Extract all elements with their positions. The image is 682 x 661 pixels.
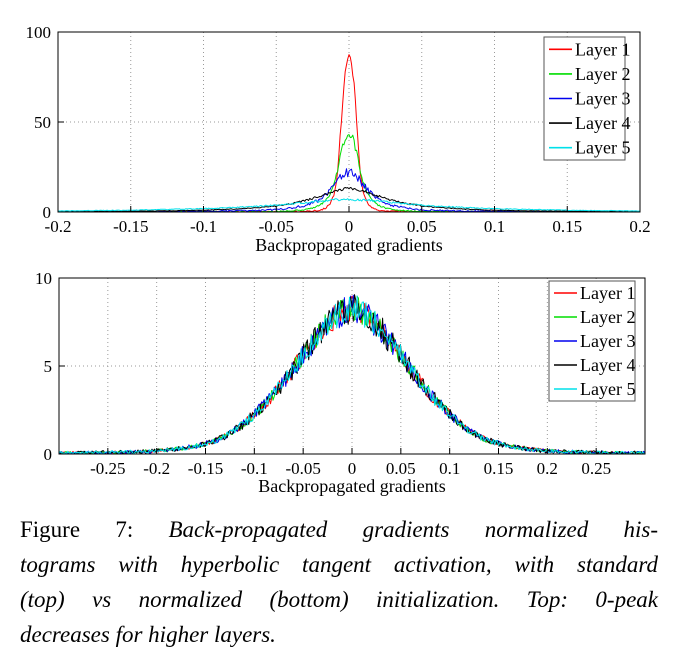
- x-tick-label: 0.1: [484, 217, 505, 236]
- legend: Layer 1 Layer 2 Layer 3 Layer 4 Layer 5: [548, 280, 636, 402]
- caption-line-4: decreases for higher layers.: [20, 622, 276, 647]
- legend-label: Layer 4: [580, 355, 635, 375]
- x-tick-label: -0.25: [90, 459, 125, 478]
- caption-text: Back-propagated gradients normalized his…: [168, 517, 658, 542]
- x-tick-label: 0: [345, 217, 354, 236]
- legend-label: Layer 5: [575, 138, 630, 158]
- x-tick-label: -0.2: [45, 217, 72, 236]
- series-path-layer-5: [58, 198, 640, 212]
- y-tick-label: 5: [44, 357, 53, 376]
- y-tick-label: 100: [26, 23, 52, 42]
- x-axis-label: Backpropagated gradients: [258, 476, 445, 496]
- caption-line-1: Figure 7: Back-propagated gradients norm…: [20, 512, 658, 547]
- y-tick-label: 0: [44, 445, 53, 464]
- x-tick-label: 0.05: [386, 459, 416, 478]
- figure-label: Figure 7:: [20, 517, 134, 542]
- legend-label: Layer 3: [580, 331, 635, 351]
- x-tick-label: 0: [348, 459, 357, 478]
- series-path-layer-3: [58, 168, 640, 213]
- y-tick-label: 0: [43, 203, 52, 222]
- y-tick-label: 10: [35, 269, 52, 288]
- x-tick-label: 0.15: [484, 459, 514, 478]
- x-tick-label: -0.1: [190, 217, 217, 236]
- caption-line-3: (top) vs normalized (bottom) initializat…: [20, 587, 658, 612]
- x-tick-label: 0.2: [537, 459, 558, 478]
- bottom-chart: -0.25 -0.2 -0.15 -0.1 -0.05 0 0.05 0.1 0.15 0.2 0.…: [35, 269, 646, 496]
- x-tick-label: -0.2: [143, 459, 170, 478]
- legend-label: Layer 1: [580, 283, 635, 303]
- figure-caption: Figure 7: Back-propagated gradients norm…: [20, 512, 658, 652]
- x-tick-label: 0.15: [552, 217, 582, 236]
- x-tick-label: -0.05: [285, 459, 320, 478]
- top-chart: -0.2 -0.15 -0.1 -0.05 0 0.05 0.1 0.15 0.2 0 50 100 B…: [26, 23, 651, 255]
- x-tick-label: -0.15: [113, 217, 148, 236]
- legend-label: Layer 4: [575, 113, 630, 133]
- y-tick-label: 50: [34, 113, 51, 132]
- x-axis-label: Backpropagated gradients: [255, 235, 442, 255]
- x-tick-label: 0.1: [439, 459, 460, 478]
- legend-label: Layer 2: [575, 64, 630, 84]
- legend: Layer 1 Layer 2 Layer 3 Layer 4 Layer 5: [543, 36, 630, 161]
- x-tick-label: 0.25: [581, 459, 611, 478]
- x-tick-label: -0.15: [188, 459, 223, 478]
- x-tick-label: 0.05: [407, 217, 437, 236]
- legend-label: Layer 5: [580, 379, 635, 399]
- x-tick-label: 0.2: [629, 217, 650, 236]
- caption-line-2: tograms with hyperbolic tangent activati…: [20, 552, 658, 577]
- legend-label: Layer 3: [575, 89, 630, 109]
- legend-label: Layer 1: [575, 39, 630, 59]
- series-path-layer-4: [58, 187, 640, 213]
- x-tick-label: -0.1: [241, 459, 268, 478]
- x-tick-label: -0.05: [259, 217, 294, 236]
- legend-label: Layer 2: [580, 307, 635, 327]
